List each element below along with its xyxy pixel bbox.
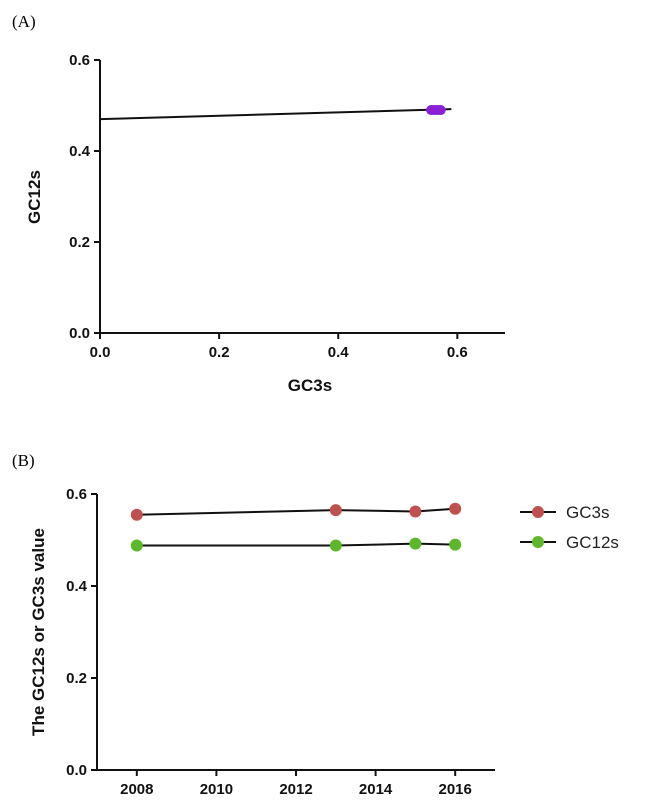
panel-b-x-tick-label: 2014 (359, 781, 393, 798)
panel-b-chart: 0.0 0.2 0.4 0.6 2008 2010 2012 2014 2016 (66, 486, 495, 798)
panel-b-x-tick-label: 2012 (279, 781, 312, 798)
panel-a-x-tick-label: 0.0 (90, 344, 111, 361)
panel-a-x-axis-title: GC3s (288, 376, 332, 395)
panel-a-y-tick-label: 0.6 (69, 52, 90, 69)
panel-a-y-axis-title: GC12s (25, 170, 44, 224)
panel-a-x-tick-label: 0.2 (209, 344, 230, 361)
panel-a-chart: 0.0 0.2 0.4 0.6 0.0 0.2 0.4 0.6 (69, 52, 505, 361)
panel-a-y-tick-label: 0.0 (69, 325, 90, 342)
panel-b-legend: GC3s GC12s (520, 503, 619, 552)
panel-b-label: (B) (12, 451, 35, 470)
panel-b-y-tick-label: 0.0 (66, 762, 87, 779)
panel-a-x-tick-label: 0.6 (447, 344, 468, 361)
legend-marker (532, 536, 544, 548)
panel-b-y-tick-label: 0.6 (66, 486, 87, 503)
panel-b-x-tick-label: 2016 (439, 781, 472, 798)
panel-b-x-tick-label: 2010 (200, 781, 233, 798)
panel-b-point-gc12s (130, 539, 143, 552)
panel-b-y-tick-label: 0.4 (66, 578, 88, 595)
panel-a-label: (A) (12, 12, 36, 31)
legend-label: GC12s (566, 533, 619, 552)
panel-b-x-tick-label: 2008 (120, 781, 153, 798)
panel-b-y-axis-title: The GC12s or GC3s value (29, 528, 48, 736)
panel-b-series-line-gc12s (136, 542, 456, 547)
panel-b-point-gc3s (130, 508, 143, 521)
panel-b-point-gc3s (329, 504, 342, 517)
panel-a-y-tick-label: 0.2 (69, 234, 90, 251)
panel-a-x-tick-label: 0.4 (328, 344, 350, 361)
panel-a-y-tick-label: 0.4 (69, 143, 91, 160)
panel-b-point-gc12s (409, 537, 422, 550)
panel-b-series-line-gc3s (136, 507, 456, 516)
legend-item-gc3s: GC3s (520, 503, 609, 522)
panel-a-data-point (435, 105, 446, 116)
panel-b-point-gc12s (449, 538, 462, 551)
legend-item-gc12s: GC12s (520, 533, 619, 552)
panel-b-point-gc12s (329, 539, 342, 552)
legend-label: GC3s (566, 503, 609, 522)
legend-marker (532, 506, 544, 518)
panel-b-y-tick-label: 0.2 (66, 670, 87, 687)
panel-b-point-gc3s (449, 502, 462, 515)
panel-b-point-gc3s (409, 505, 422, 518)
panel-a-regression-line (99, 108, 452, 121)
